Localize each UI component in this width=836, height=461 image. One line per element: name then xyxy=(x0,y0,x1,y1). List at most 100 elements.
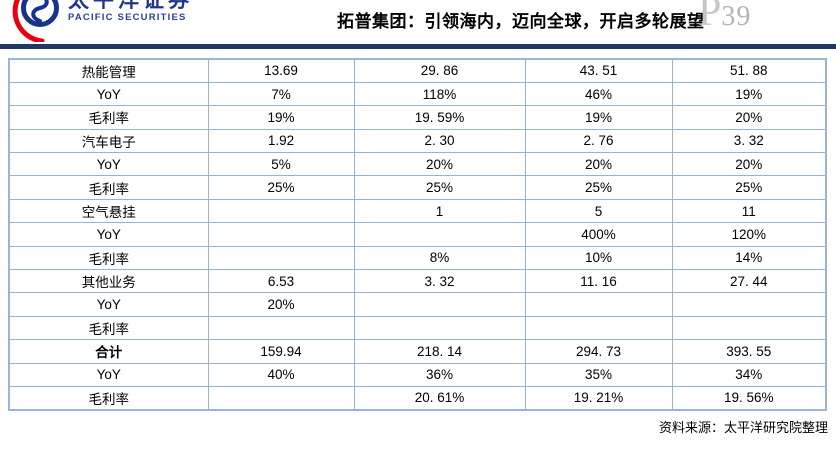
table-row-metric: YoY 20% xyxy=(8,292,827,317)
table-cell: 118% xyxy=(353,81,526,107)
table-cell: 19% xyxy=(207,105,355,130)
table-row-metric: YoY 5% 20% 20% 20% xyxy=(8,152,827,177)
table-cell xyxy=(671,292,827,317)
table-cell: 14% xyxy=(671,245,827,271)
table-cell: 294. 73 xyxy=(524,339,673,364)
table-cell: 1 xyxy=(353,198,526,224)
table-cell: 29. 86 xyxy=(353,58,526,83)
logo-cn-text-clipped: 太平洋证券 xyxy=(68,0,193,9)
table-row-category: 空气悬挂 1 5 11 xyxy=(8,198,827,224)
row-label: 毛利率 xyxy=(8,315,209,341)
table-cell: 19. 21% xyxy=(524,385,673,411)
table-cell: 120% xyxy=(671,222,827,247)
table-cell: 11 xyxy=(671,198,827,224)
row-label: YoY xyxy=(8,222,209,247)
table-cell: 25% xyxy=(671,175,827,200)
page-number-value: 39 xyxy=(721,1,752,32)
table-row-total: 合计 159.94 218. 14 294. 73 393. 55 xyxy=(8,339,827,364)
table-cell: 19% xyxy=(671,81,827,107)
row-label: 毛利率 xyxy=(8,175,209,200)
table-cell xyxy=(671,315,827,341)
table-cell: 51. 88 xyxy=(671,58,827,83)
page-header: 太平洋证券 PACIFIC SECURITIES 拓普集团：引领海内，迈向全球，… xyxy=(0,0,836,44)
data-source-note: 资料来源：太平洋研究院整理 xyxy=(658,419,828,435)
table-cell xyxy=(524,292,673,317)
table-cell: 43. 51 xyxy=(524,58,673,83)
table-cell: 3. 32 xyxy=(353,269,526,294)
table-cell: 5 xyxy=(524,198,673,224)
row-label: 其他业务 xyxy=(8,269,209,294)
table-cell: 1.92 xyxy=(207,128,355,154)
table-cell: 20% xyxy=(207,292,355,317)
table-cell: 27. 44 xyxy=(671,269,827,294)
segment-forecast-table: 热能管理 13.69 29. 86 43. 51 51. 88 YoY 7% 1… xyxy=(8,58,827,411)
table-cell: 40% xyxy=(207,362,355,387)
table-cell xyxy=(207,198,355,224)
table-cell: 19. 56% xyxy=(671,385,827,411)
page-number-prefix: P xyxy=(698,0,722,35)
table-cell: 25% xyxy=(207,175,355,200)
table-cell: 400% xyxy=(524,222,673,247)
row-label: 毛利率 xyxy=(8,105,209,130)
table-cell xyxy=(207,315,355,341)
table-cell: 11. 16 xyxy=(524,269,673,294)
table-cell: 2. 76 xyxy=(524,128,673,154)
table-row-category: 其他业务 6.53 3. 32 11. 16 27. 44 xyxy=(8,269,827,294)
header-divider-rule xyxy=(0,44,836,49)
row-label: YoY xyxy=(8,292,209,317)
table-cell: 5% xyxy=(207,152,355,177)
table-cell: 20% xyxy=(524,152,673,177)
logo-text-block: 太平洋证券 PACIFIC SECURITIES xyxy=(68,0,193,23)
table-cell: 159.94 xyxy=(207,339,355,364)
table-cell: 10% xyxy=(524,245,673,271)
table-cell: 13.69 xyxy=(207,58,355,83)
table-cell: 393. 55 xyxy=(671,339,827,364)
table-cell: 8% xyxy=(353,245,526,271)
table-cell: 20% xyxy=(671,152,827,177)
table-cell xyxy=(524,315,673,341)
table-cell: 20% xyxy=(671,105,827,130)
table-cell: 35% xyxy=(524,362,673,387)
table-cell: 3. 32 xyxy=(671,128,827,154)
table-cell: 46% xyxy=(524,81,673,107)
table-cell xyxy=(353,222,526,247)
table-cell: 7% xyxy=(207,81,355,107)
table-cell: 20. 61% xyxy=(353,385,526,411)
table-cell xyxy=(353,292,526,317)
table-row-metric: 毛利率 20. 61% 19. 21% 19. 56% xyxy=(8,385,827,411)
table-row-metric: 毛利率 xyxy=(8,315,827,341)
row-label: YoY xyxy=(8,81,209,107)
logo-en-text: PACIFIC SECURITIES xyxy=(68,12,187,23)
table-cell: 2. 30 xyxy=(353,128,526,154)
pacific-logo-icon xyxy=(12,0,59,42)
table-row-metric: 毛利率 19% 19. 59% 19% 20% xyxy=(8,105,827,130)
table-cell: 20% xyxy=(353,152,526,177)
page-title: 拓普集团：引领海内，迈向全球，开启多轮展望 xyxy=(337,12,705,31)
table-cell: 34% xyxy=(671,362,827,387)
row-label: 毛利率 xyxy=(8,245,209,271)
table-row-category: 热能管理 13.69 29. 86 43. 51 51. 88 xyxy=(8,58,827,83)
page-number: P39 xyxy=(698,0,751,33)
row-label: 合计 xyxy=(8,339,209,364)
table-row-metric: YoY 7% 118% 46% 19% xyxy=(8,81,827,107)
table-row-metric: YoY 400% 120% xyxy=(8,222,827,247)
table-cell: 218. 14 xyxy=(353,339,526,364)
pacific-securities-logo: 太平洋证券 PACIFIC SECURITIES xyxy=(2,0,212,42)
table-cell: 25% xyxy=(353,175,526,200)
table-row-metric: YoY 40% 36% 35% 34% xyxy=(8,362,827,387)
row-label: YoY xyxy=(8,362,209,387)
table-cell: 19. 59% xyxy=(353,105,526,130)
row-label: 汽车电子 xyxy=(8,128,209,154)
row-label: 毛利率 xyxy=(8,385,209,411)
table-cell: 19% xyxy=(524,105,673,130)
table-cell: 25% xyxy=(524,175,673,200)
row-label: 空气悬挂 xyxy=(8,198,209,224)
table-cell: 36% xyxy=(353,362,526,387)
row-label: 热能管理 xyxy=(8,58,209,83)
table-row-metric: 毛利率 8% 10% 14% xyxy=(8,245,827,271)
table-row-category: 汽车电子 1.92 2. 30 2. 76 3. 32 xyxy=(8,128,827,154)
table-cell xyxy=(207,222,355,247)
table-cell xyxy=(207,385,355,411)
table-cell: 6.53 xyxy=(207,269,355,294)
table-row-metric: 毛利率 25% 25% 25% 25% xyxy=(8,175,827,200)
